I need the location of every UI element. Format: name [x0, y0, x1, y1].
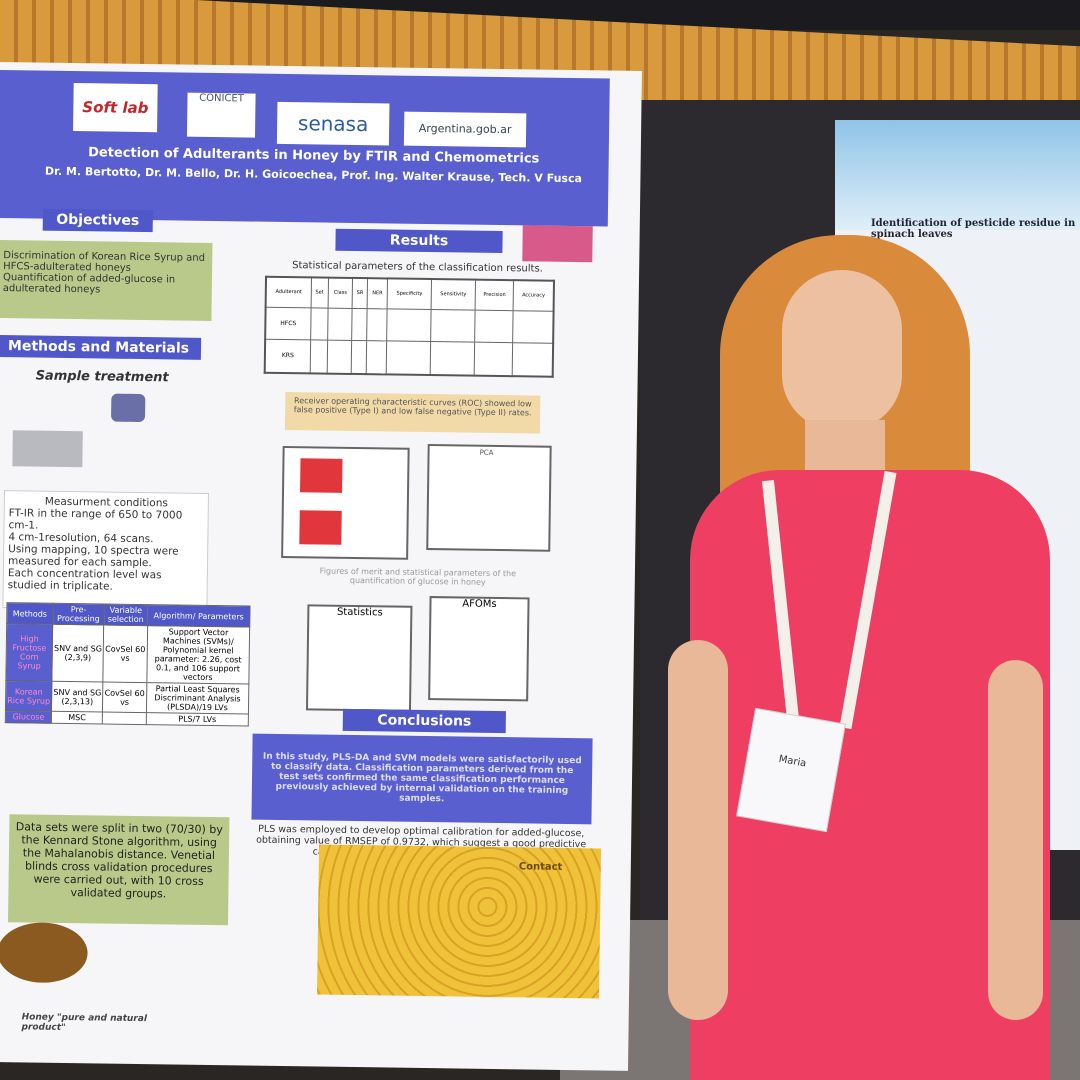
cell: SR	[352, 277, 368, 309]
neighbor-title: Identification of pesticide residue in s…	[871, 218, 1076, 240]
table-row: KRS	[264, 339, 554, 377]
neighbor-header	[835, 120, 1080, 230]
cell: High Fructose Corn Syrup	[5, 623, 53, 682]
section-heading: Objectives	[42, 208, 153, 233]
section-heading: Methods and Materials	[0, 334, 202, 360]
table-row: Glucose MSC PLS/7 LVs	[5, 710, 249, 727]
cell: Algorithm/ Parameters	[147, 604, 250, 628]
cell: HFCS	[265, 307, 311, 340]
cell: MSC	[51, 711, 103, 724]
face	[782, 270, 902, 430]
cell: NER	[367, 278, 388, 309]
cell: Variable selection	[103, 604, 148, 626]
list-item: Each concentration level was studied in …	[7, 567, 162, 593]
caption: Honey "pure and natural product"	[21, 1012, 148, 1034]
cell: Set	[310, 277, 329, 308]
flower-image	[522, 225, 593, 263]
objective: adulterated honeys	[2, 283, 101, 296]
table-row: HFCS	[265, 307, 554, 344]
table-row: Korean Rice Syrup SNV and SG (2,3,13) CovS…	[5, 680, 249, 715]
cell: Partial Least Squares Discriminant Analy…	[146, 682, 249, 715]
cell: Korean Rice Syrup	[5, 680, 53, 712]
poster: Soft lab CONICET senasa Argentina.gob.ar…	[0, 62, 642, 1071]
cell	[102, 711, 147, 725]
cell: Pre-Processing	[52, 603, 105, 626]
list-item: FT-IR in the range of 650 to 7000 cm-1.	[8, 507, 183, 532]
figure-title: PCA	[479, 448, 494, 457]
objectives-box: Discrimination of Korean Rice Syrup and …	[0, 239, 213, 321]
cell: KRS	[264, 339, 311, 374]
methods-table: Methods Pre-Processing Variable selection A…	[4, 602, 251, 727]
instrument-icon	[12, 430, 83, 468]
cell: Glucose	[5, 710, 52, 724]
contact-label: Contact	[518, 861, 563, 873]
cell: Sensitivity	[431, 279, 476, 311]
instrument-icon	[110, 393, 146, 423]
arm	[988, 660, 1043, 1020]
cell: Methods	[6, 602, 54, 625]
honeycomb-image: Contact	[317, 844, 602, 999]
list-item: Using mapping, 10 spectra were measured …	[7, 543, 179, 570]
afoms-table: AFOMs	[428, 596, 530, 702]
roc-plot	[300, 458, 343, 493]
honey-image	[0, 922, 88, 984]
table-row: High Fructose Corn Syrup SNV and SG (2,3,…	[5, 623, 250, 685]
figure: PCA	[426, 444, 552, 552]
datasets-box: Data sets were split in two (70/30) by t…	[7, 814, 230, 926]
cell: Class	[327, 277, 353, 309]
section-heading: Conclusions	[342, 708, 506, 734]
caption: Figures of merit and statistical paramet…	[319, 566, 517, 587]
logo: Soft lab	[73, 83, 158, 133]
cell: SNV and SG (2,3,9)	[52, 624, 104, 682]
table-title: AFOMs	[462, 598, 497, 610]
roc-box: Receiver operating characteristic curves…	[284, 392, 541, 434]
cell: CovSel 60 vs	[102, 681, 147, 713]
cell: CovSel 60 vs	[103, 625, 148, 683]
cell: Precision	[475, 279, 514, 311]
cell: Adulterant	[265, 276, 312, 308]
cell: SNV and SG (2,3,13)	[51, 681, 104, 712]
figure	[281, 445, 410, 560]
results-table: Adulterant Set Class SR NER Specificity Sensit…	[263, 275, 556, 378]
arm	[668, 640, 728, 1020]
caption: Statistical parameters of the classifica…	[292, 260, 543, 275]
table-header: Adulterant Set Class SR NER Specificity Sensit…	[265, 276, 554, 312]
name-badge: Maria	[736, 707, 846, 833]
section-heading: Results	[335, 228, 503, 254]
table-title: Statistics	[336, 606, 383, 619]
roc-plot	[299, 510, 342, 545]
logo: senasa	[276, 101, 390, 146]
statistics-table: Statistics	[305, 604, 413, 712]
measurement-box: Measurment conditions FT-IR in the range…	[2, 490, 210, 611]
cell: Support Vector Machines (SVMs)/ Polynomi…	[146, 625, 250, 685]
logo: Argentina.gob.ar	[403, 111, 527, 148]
subheading: Sample treatment	[35, 368, 169, 386]
cell: Specificity	[387, 278, 432, 310]
cell: PLS/7 LVs	[146, 712, 249, 727]
cell: Accuracy	[513, 280, 554, 312]
logo: CONICET	[186, 92, 256, 138]
